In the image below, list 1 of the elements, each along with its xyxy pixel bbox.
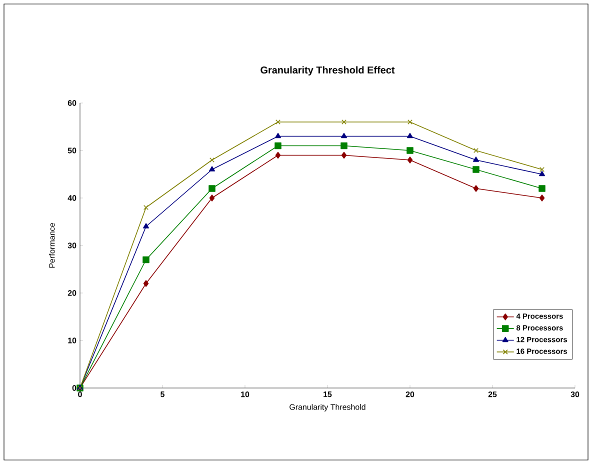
chart-title: Granularity Threshold Effect xyxy=(260,66,395,76)
